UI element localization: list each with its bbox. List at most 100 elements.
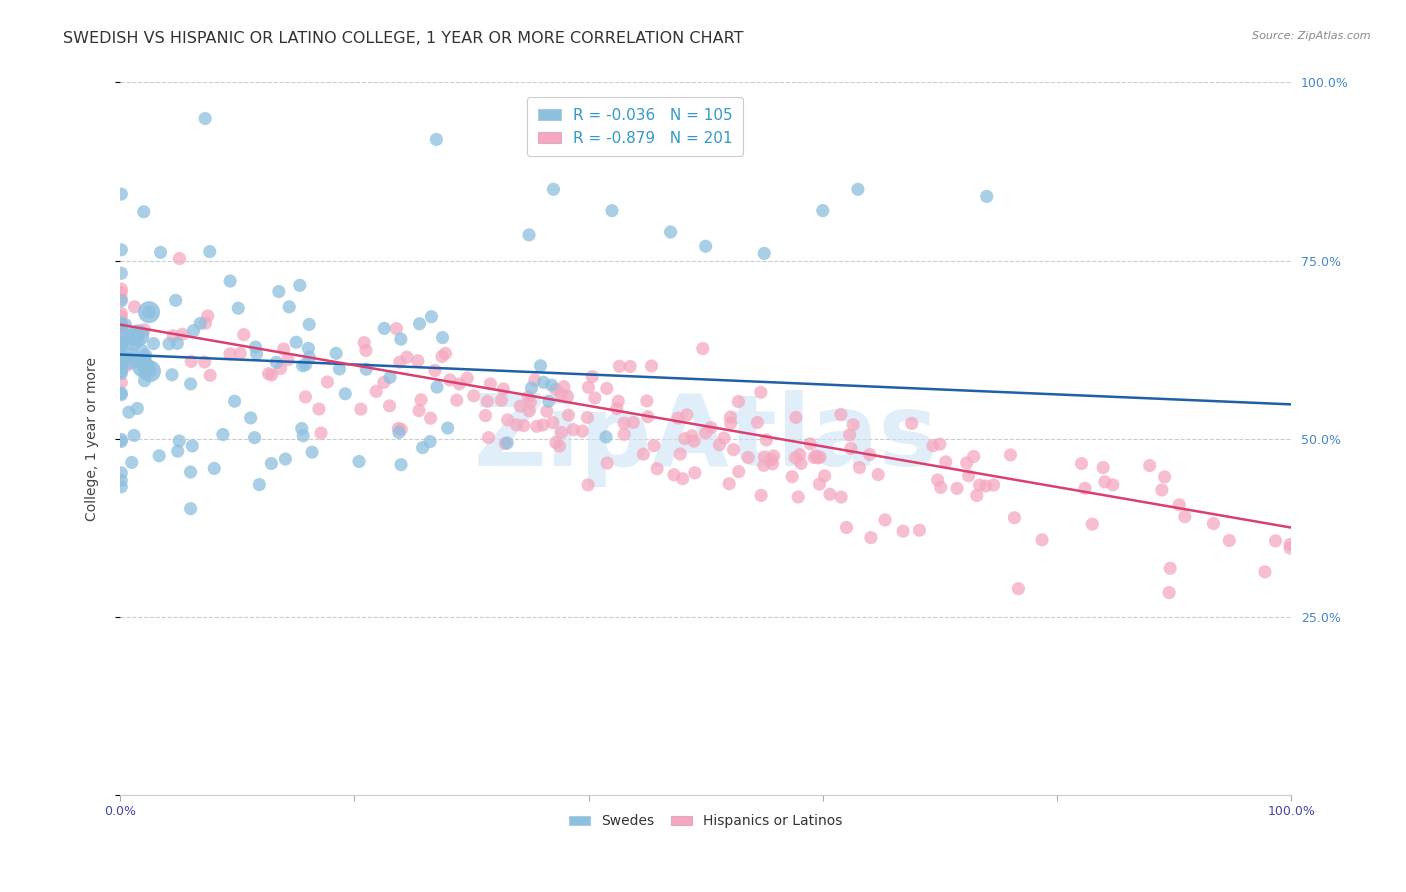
Point (859, 448, 882, 462)
Point (755, 433, 778, 447)
Point (929, 480, 952, 494)
Point (127, 401, 149, 416)
Point (138, 305, 160, 319)
Point (463, 389, 485, 403)
Point (1094, 475, 1116, 489)
Point (389, 332, 412, 346)
Point (388, 425, 411, 440)
Point (406, 354, 429, 368)
Point (830, 490, 852, 504)
Point (131, 343, 153, 358)
Point (780, 469, 803, 483)
Point (1102, 478, 1125, 492)
Point (1159, 561, 1181, 575)
Point (110, 326, 132, 340)
Point (110, 376, 132, 390)
Point (576, 380, 599, 394)
Point (449, 376, 471, 391)
Point (595, 430, 617, 444)
Point (219, 274, 242, 288)
Point (621, 416, 644, 430)
Point (110, 386, 132, 401)
Point (835, 520, 858, 534)
Point (908, 523, 931, 537)
Point (1218, 533, 1240, 548)
Point (180, 354, 202, 368)
Point (181, 439, 204, 453)
Point (366, 384, 388, 399)
Point (474, 409, 496, 423)
Point (385, 321, 408, 335)
Point (167, 434, 190, 448)
Point (110, 434, 132, 449)
Text: Source: ZipAtlas.com: Source: ZipAtlas.com (1253, 31, 1371, 41)
Point (583, 391, 606, 405)
Point (891, 524, 914, 539)
Point (846, 182, 869, 196)
Point (419, 434, 441, 449)
Point (927, 473, 949, 487)
Point (157, 337, 180, 351)
Point (1174, 509, 1197, 524)
Point (1002, 510, 1025, 524)
Point (762, 449, 785, 463)
Point (557, 389, 579, 403)
Point (695, 239, 717, 253)
Point (935, 455, 957, 469)
Point (737, 450, 759, 465)
Point (619, 359, 641, 374)
Point (260, 368, 283, 382)
Point (683, 466, 706, 480)
Point (676, 408, 699, 422)
Point (110, 339, 132, 353)
Point (692, 342, 714, 356)
Point (110, 293, 132, 308)
Point (645, 461, 668, 475)
Point (969, 478, 991, 492)
Point (124, 300, 146, 314)
Text: ZipAtlas: ZipAtlas (474, 390, 938, 487)
Point (197, 309, 219, 323)
Point (120, 351, 142, 366)
Point (439, 373, 461, 387)
Point (301, 445, 323, 459)
Point (606, 401, 628, 416)
Point (430, 350, 453, 364)
Point (491, 393, 513, 408)
Point (544, 382, 567, 396)
Point (180, 465, 202, 479)
Point (373, 321, 395, 335)
Point (957, 468, 980, 483)
Point (110, 266, 132, 280)
Point (571, 424, 593, 438)
Point (505, 417, 527, 432)
Point (387, 421, 409, 435)
Point (811, 203, 834, 218)
Point (142, 336, 165, 351)
Point (683, 434, 706, 449)
Point (517, 227, 540, 242)
Point (526, 419, 548, 434)
Point (607, 394, 630, 409)
Point (477, 394, 499, 409)
Point (727, 394, 749, 409)
Point (727, 465, 749, 479)
Point (110, 320, 132, 334)
Point (946, 481, 969, 495)
Point (110, 334, 132, 349)
Point (419, 411, 441, 425)
Point (110, 339, 132, 353)
Point (519, 395, 541, 409)
Point (1279, 537, 1302, 551)
Point (110, 243, 132, 257)
Point (110, 331, 132, 345)
Point (662, 467, 685, 482)
Point (110, 323, 132, 337)
Point (536, 404, 558, 418)
Point (132, 204, 155, 219)
Point (752, 458, 775, 473)
Point (172, 327, 194, 342)
Point (298, 318, 321, 332)
Legend: Swedes, Hispanics or Latinos: Swedes, Hispanics or Latinos (564, 809, 848, 834)
Point (115, 359, 138, 373)
